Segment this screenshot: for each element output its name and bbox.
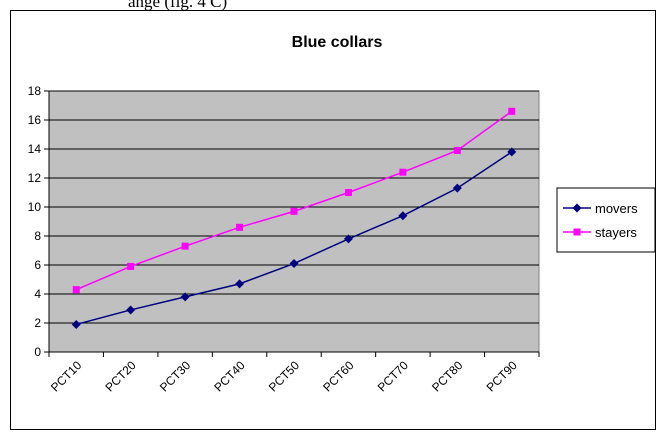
point-movers <box>126 305 136 315</box>
y-tick-label: 14 <box>28 142 42 156</box>
point-movers <box>180 292 190 302</box>
point-stayers <box>290 207 298 215</box>
legend-box <box>556 187 656 253</box>
x-tick-label: PCT70 <box>375 358 412 395</box>
x-tick-label: PCT20 <box>102 358 139 395</box>
legend-label-movers: movers <box>595 201 638 216</box>
point-stayers <box>181 242 189 250</box>
x-tick-label: PCT60 <box>320 358 357 395</box>
point-movers <box>289 259 299 269</box>
y-tick-label: 8 <box>34 229 41 243</box>
x-tick-label: PCT50 <box>266 358 303 395</box>
x-tick-label: PCT10 <box>48 358 85 395</box>
y-tick-label: 4 <box>34 287 41 301</box>
point-stayers <box>72 286 80 294</box>
y-tick-label: 12 <box>28 171 42 185</box>
top-caption: ange (fig. 4 C) <box>128 0 228 11</box>
chart-title: Blue collars <box>292 34 383 51</box>
point-movers <box>71 319 81 329</box>
point-movers <box>398 211 408 221</box>
point-movers <box>343 234 353 244</box>
point-stayers <box>344 189 352 196</box>
y-tick-label: 6 <box>34 258 41 272</box>
x-tick-label: PCT40 <box>211 358 248 395</box>
y-tick-label: 16 <box>28 113 42 127</box>
point-stayers <box>399 168 407 176</box>
point-stayers <box>453 146 461 154</box>
point-stayers <box>508 107 516 115</box>
point-movers <box>507 147 517 157</box>
x-tick-label: PCT90 <box>484 358 521 395</box>
point-movers <box>235 279 245 289</box>
point-stayers <box>236 223 244 231</box>
point-movers <box>452 183 462 193</box>
y-tick-label: 0 <box>34 345 41 359</box>
x-tick-label: PCT80 <box>429 358 466 395</box>
y-tick-label: 10 <box>28 200 42 214</box>
legend-marker-movers <box>572 203 582 213</box>
y-tick-label: 18 <box>28 84 42 98</box>
legend-marker-stayers <box>573 228 581 236</box>
legend-label-stayers: stayers <box>595 225 637 240</box>
x-tick-label: PCT30 <box>157 358 194 395</box>
point-stayers <box>127 262 135 270</box>
y-tick-label: 2 <box>34 316 41 330</box>
